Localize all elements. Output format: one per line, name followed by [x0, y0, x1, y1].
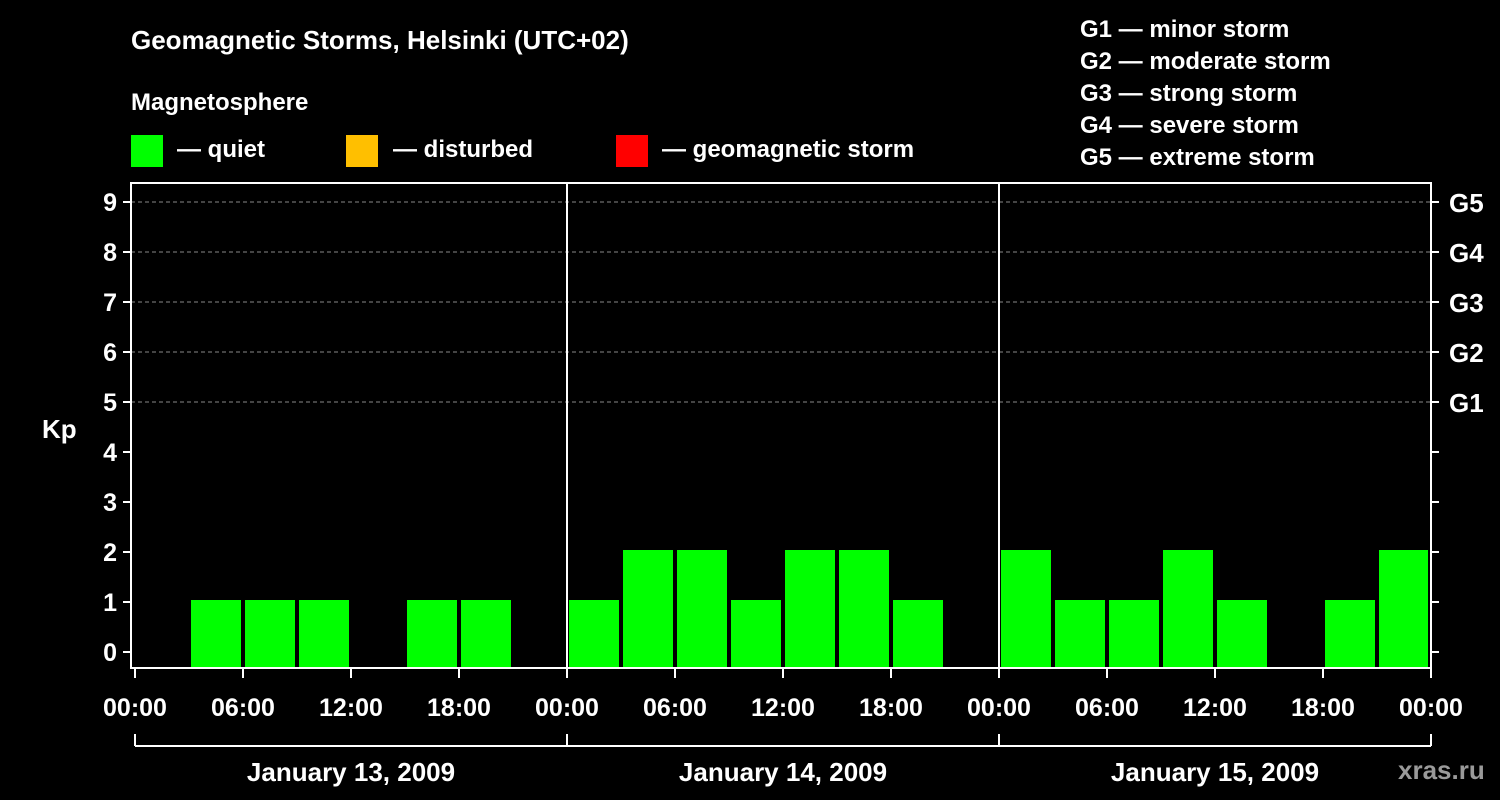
x-tick-label: 06:00	[1075, 694, 1139, 722]
kp-bar	[839, 550, 889, 668]
x-tick-label: 00:00	[1399, 694, 1463, 722]
kp-bar	[569, 600, 619, 668]
right-axis-labels: G1 G2 G3 G4 G5	[1449, 188, 1484, 418]
x-tick-label: 18:00	[427, 694, 491, 722]
kp-bar	[677, 550, 727, 668]
y-tick-label: 5	[103, 389, 117, 417]
x-tick-label: 06:00	[211, 694, 275, 722]
y-tick-label: 0	[103, 639, 117, 667]
axes	[123, 182, 1439, 747]
kp-bar	[245, 600, 295, 668]
kp-bar	[1055, 600, 1105, 668]
storm-scale-g4: G4 — severe storm	[1080, 112, 1299, 139]
day-label: January 14, 2009	[679, 757, 887, 787]
legend: — quiet — disturbed — geomagnetic storm	[131, 135, 914, 167]
kp-bar	[1325, 600, 1375, 668]
kp-bar	[407, 600, 457, 668]
y-tick-labels: 0 1 2 3 4 5 6 7 8 9	[103, 189, 117, 667]
y-tick-label: 9	[103, 189, 117, 217]
x-tick-label: 00:00	[967, 694, 1031, 722]
plot-frame	[130, 182, 1432, 669]
x-tick-label: 12:00	[1183, 694, 1247, 722]
x-tick-labels: 00:00 06:00 12:00 18:00 00:00 06:00 12:00 18:00…	[103, 694, 1463, 722]
bars	[191, 550, 1428, 668]
x-tick-label: 18:00	[859, 694, 923, 722]
kp-bar	[785, 550, 835, 668]
legend-swatch-quiet	[131, 135, 163, 167]
storm-scale-g3: G3 — strong storm	[1080, 80, 1297, 107]
right-axis-label: G2	[1449, 338, 1484, 368]
kp-bar	[1163, 550, 1213, 668]
day-label: January 13, 2009	[247, 757, 455, 787]
y-tick-label: 7	[103, 289, 117, 317]
kp-bar	[623, 550, 673, 668]
watermark: xras.ru	[1398, 755, 1485, 785]
kp-bar	[1217, 600, 1267, 668]
right-axis-label: G4	[1449, 238, 1484, 268]
kp-bar	[1379, 550, 1428, 668]
right-axis-label: G5	[1449, 188, 1484, 218]
kp-bar	[461, 600, 511, 668]
legend-label-disturbed: — disturbed	[393, 136, 533, 163]
chart-title: Geomagnetic Storms, Helsinki (UTC+02)	[131, 25, 629, 55]
legend-label-quiet: — quiet	[177, 136, 265, 163]
grid-lines	[131, 201, 1431, 403]
right-axis-label: G1	[1449, 388, 1484, 418]
y-tick-label: 3	[103, 489, 117, 517]
kp-bar	[191, 600, 241, 668]
kp-bar	[731, 600, 781, 668]
legend-label-storm: — geomagnetic storm	[662, 136, 914, 163]
day-label: January 15, 2009	[1111, 757, 1319, 787]
y-tick-label: 6	[103, 339, 117, 367]
legend-swatch-storm	[616, 135, 648, 167]
right-axis-label: G3	[1449, 288, 1484, 318]
x-tick-label: 00:00	[103, 694, 167, 722]
kp-bar	[1001, 550, 1051, 668]
y-tick-label: 1	[103, 589, 117, 617]
y-tick-label: 4	[103, 439, 117, 467]
y-tick-label: 8	[103, 239, 117, 267]
storm-scale-g2: G2 — moderate storm	[1080, 48, 1331, 75]
x-tick-label: 12:00	[751, 694, 815, 722]
x-tick-label: 12:00	[319, 694, 383, 722]
kp-bar	[1109, 600, 1159, 668]
kp-bar	[893, 600, 943, 668]
legend-heading: Magnetosphere	[131, 89, 308, 116]
x-tick-label: 18:00	[1291, 694, 1355, 722]
legend-swatch-disturbed	[346, 135, 378, 167]
day-labels: January 13, 2009 January 14, 2009 January …	[247, 757, 1319, 787]
storm-scale-g1: G1 — minor storm	[1080, 16, 1289, 43]
x-tick-label: 00:00	[535, 694, 599, 722]
storm-scale-g5: G5 — extreme storm	[1080, 144, 1315, 171]
y-tick-label: 2	[103, 539, 117, 567]
storm-scale-legend: G1 — minor storm G2 — moderate storm G3 …	[1080, 16, 1331, 171]
x-tick-label: 06:00	[643, 694, 707, 722]
kp-bar	[299, 600, 349, 668]
y-axis-label: Kp	[42, 414, 77, 444]
